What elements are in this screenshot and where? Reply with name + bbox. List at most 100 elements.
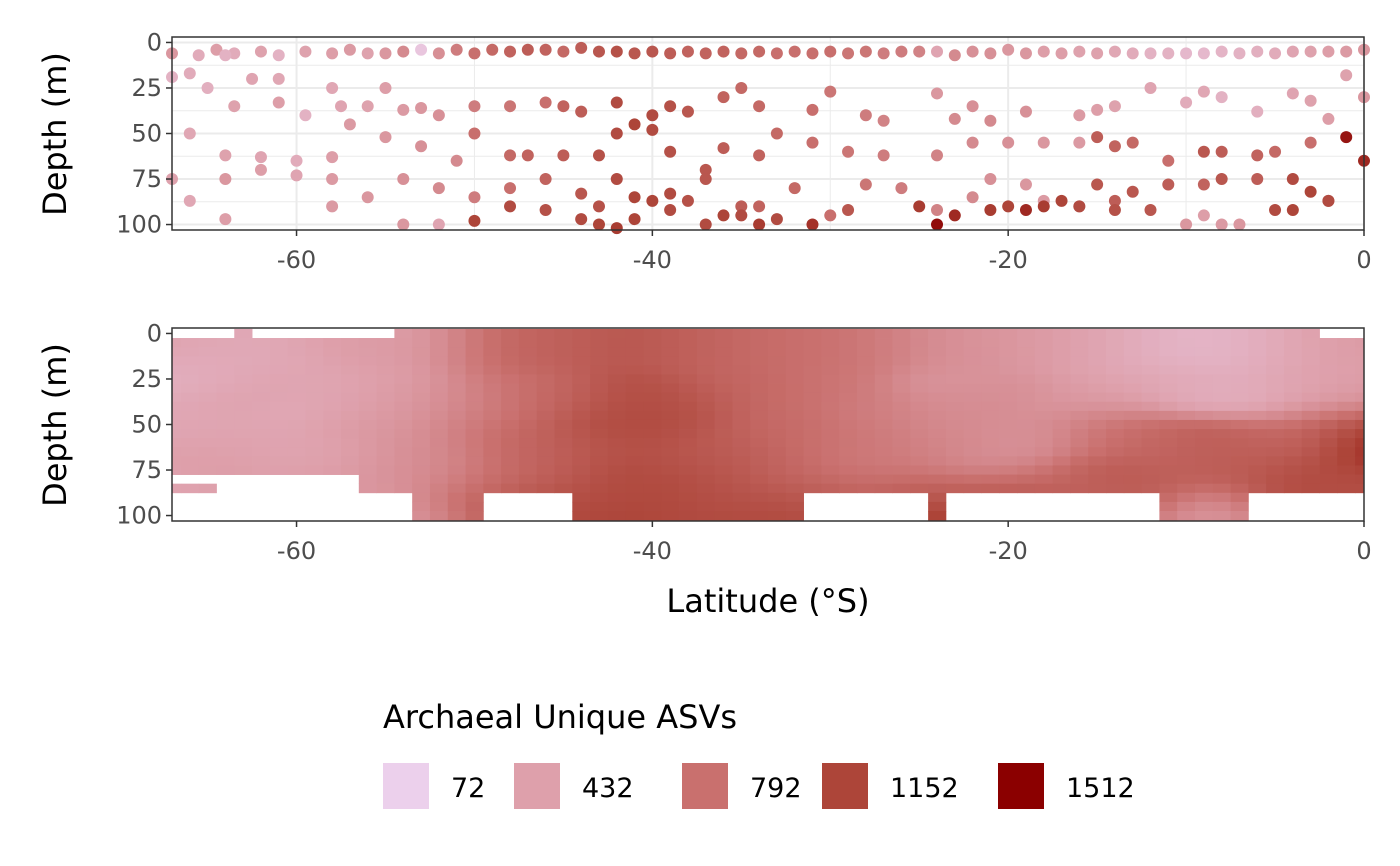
heatmap-cell bbox=[607, 383, 627, 394]
heatmap-cell bbox=[412, 328, 431, 339]
heatmap-cell bbox=[1355, 365, 1365, 375]
scatter-point bbox=[1340, 131, 1353, 144]
heatmap-cell bbox=[874, 474, 893, 485]
heatmap-cell bbox=[376, 456, 395, 466]
heatmap-cell bbox=[1052, 338, 1071, 348]
heatmap-cell bbox=[234, 429, 253, 439]
heatmap-cell bbox=[447, 483, 466, 494]
heatmap-cell bbox=[1248, 429, 1267, 439]
heatmap-cell bbox=[252, 356, 271, 366]
scatter-point bbox=[1180, 47, 1193, 60]
heatmap-cell bbox=[447, 328, 466, 339]
heatmap-cell bbox=[1088, 447, 1107, 457]
heatmap-cell bbox=[412, 419, 431, 430]
heatmap-cell bbox=[341, 338, 360, 348]
heatmap-cell bbox=[1052, 419, 1071, 430]
scatter-point bbox=[539, 203, 552, 216]
heatmap-cell bbox=[323, 401, 342, 412]
heatmap-cell bbox=[376, 438, 395, 448]
heatmap-cell bbox=[1141, 410, 1160, 421]
heatmap-cell bbox=[1070, 447, 1089, 457]
heatmap-cell bbox=[963, 392, 982, 403]
heatmap-cell bbox=[341, 456, 360, 466]
heatmap-cell bbox=[590, 328, 609, 339]
heatmap-cell bbox=[625, 401, 644, 412]
scatter-point bbox=[450, 154, 463, 167]
scatter-point bbox=[326, 173, 339, 186]
heatmap-cell bbox=[607, 456, 627, 466]
heatmap-cell bbox=[1212, 338, 1231, 348]
heatmap-cell bbox=[679, 356, 698, 366]
heatmap-cell bbox=[216, 429, 235, 439]
scatter-point bbox=[1180, 96, 1193, 109]
heatmap-cell bbox=[429, 438, 449, 448]
heatmap-cell bbox=[1141, 374, 1160, 384]
scatter-point bbox=[219, 213, 232, 226]
heatmap-cell bbox=[394, 338, 413, 348]
heatmap-cell bbox=[234, 465, 253, 475]
heatmap-cell bbox=[1177, 483, 1196, 494]
heatmap-cell bbox=[1248, 447, 1267, 457]
heatmap-cell bbox=[785, 374, 804, 384]
heatmap-cell bbox=[1159, 365, 1178, 375]
heatmap-cell bbox=[501, 419, 520, 430]
heatmap-cell bbox=[447, 365, 466, 375]
heatmap-cell bbox=[501, 465, 520, 475]
heatmap-cell bbox=[661, 456, 680, 466]
heatmap-cell bbox=[429, 492, 449, 503]
x-tick-label: 0 bbox=[1356, 537, 1371, 565]
heatmap-cell bbox=[928, 447, 947, 457]
y-tick-label: 50 bbox=[131, 120, 162, 148]
heatmap-cell bbox=[358, 347, 377, 357]
heatmap-cell bbox=[172, 438, 182, 448]
heatmap-cell bbox=[1230, 483, 1249, 494]
heatmap-cell bbox=[358, 338, 377, 348]
heatmap-cell bbox=[1088, 483, 1107, 494]
heatmap-cell bbox=[483, 356, 502, 366]
heatmap-cell bbox=[590, 492, 609, 503]
heatmap-cell bbox=[874, 438, 893, 448]
heatmap-cell bbox=[447, 383, 466, 394]
heatmap-cell bbox=[1301, 419, 1320, 430]
heatmap-cell bbox=[376, 392, 395, 403]
heatmap-cell bbox=[554, 328, 573, 339]
heatmap-cell bbox=[1248, 465, 1267, 475]
heatmap-cell bbox=[1248, 438, 1267, 448]
scatter-point bbox=[1251, 45, 1264, 58]
heatmap-cell bbox=[785, 438, 804, 448]
scatter-point bbox=[610, 45, 623, 58]
heatmap-cell bbox=[625, 465, 644, 475]
heatmap-cell bbox=[376, 347, 395, 357]
heatmap-cell bbox=[963, 365, 982, 375]
heatmap-cell bbox=[554, 338, 573, 348]
heatmap-cell bbox=[180, 392, 200, 403]
heatmap-cell bbox=[999, 410, 1018, 421]
scatter-point bbox=[824, 45, 837, 58]
heatmap-cell bbox=[483, 465, 502, 475]
heatmap-cell bbox=[803, 429, 822, 439]
heatmap-cell bbox=[518, 338, 538, 348]
heatmap-cell bbox=[572, 465, 591, 475]
heatmap-cell bbox=[1283, 383, 1303, 394]
heatmap-cell bbox=[1230, 492, 1249, 503]
scatter-point bbox=[432, 218, 445, 231]
scatter-point bbox=[450, 43, 463, 56]
heatmap-cell bbox=[1070, 328, 1089, 339]
heatmap-cell bbox=[341, 347, 360, 357]
heatmap-cell bbox=[1034, 438, 1054, 448]
heatmap-cell bbox=[714, 429, 733, 439]
heatmap-cell bbox=[679, 383, 698, 394]
heatmap-cell bbox=[732, 347, 751, 357]
heatmap-cell bbox=[910, 483, 929, 494]
heatmap-cell bbox=[1123, 483, 1143, 494]
heatmap-cell bbox=[803, 356, 822, 366]
heatmap-cell bbox=[785, 383, 804, 394]
heatmap-cell bbox=[572, 347, 591, 357]
heatmap-cell bbox=[696, 347, 716, 357]
heatmap-cell bbox=[1283, 410, 1303, 421]
heatmap-cell bbox=[821, 483, 840, 494]
heatmap-cell bbox=[1248, 338, 1267, 348]
heatmap-cell bbox=[412, 401, 431, 412]
heatmap-cell bbox=[1230, 347, 1249, 357]
heatmap-cell bbox=[590, 401, 609, 412]
